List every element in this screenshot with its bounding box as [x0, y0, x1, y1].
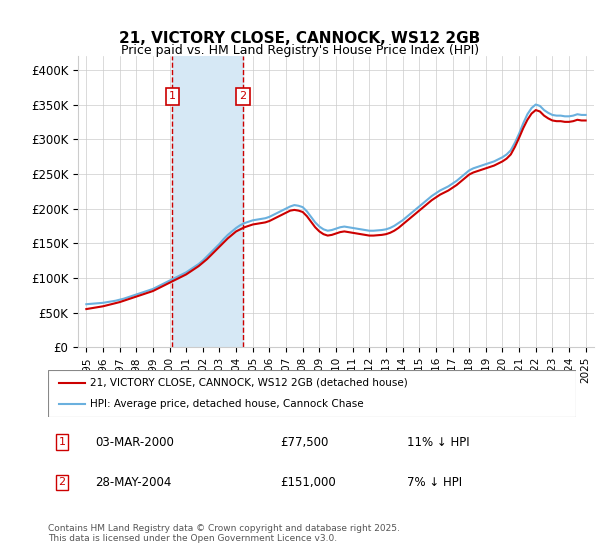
Text: £77,500: £77,500: [280, 436, 329, 449]
Text: HPI: Average price, detached house, Cannock Chase: HPI: Average price, detached house, Cann…: [90, 399, 364, 409]
Bar: [172, 56, 243, 347]
Text: 11% ↓ HPI: 11% ↓ HPI: [407, 436, 470, 449]
Text: 28-MAY-2004: 28-MAY-2004: [95, 476, 172, 489]
Text: 2: 2: [239, 91, 247, 101]
Text: 7% ↓ HPI: 7% ↓ HPI: [407, 476, 462, 489]
Text: Contains HM Land Registry data © Crown copyright and database right 2025.
This d: Contains HM Land Registry data © Crown c…: [48, 524, 400, 543]
Text: £151,000: £151,000: [280, 476, 336, 489]
Text: 21, VICTORY CLOSE, CANNOCK, WS12 2GB: 21, VICTORY CLOSE, CANNOCK, WS12 2GB: [119, 31, 481, 46]
FancyBboxPatch shape: [48, 370, 576, 417]
Text: 1: 1: [169, 91, 176, 101]
Text: 03-MAR-2000: 03-MAR-2000: [95, 436, 175, 449]
Text: 2: 2: [59, 477, 65, 487]
Text: 1: 1: [59, 437, 65, 447]
Text: Price paid vs. HM Land Registry's House Price Index (HPI): Price paid vs. HM Land Registry's House …: [121, 44, 479, 57]
Text: 21, VICTORY CLOSE, CANNOCK, WS12 2GB (detached house): 21, VICTORY CLOSE, CANNOCK, WS12 2GB (de…: [90, 378, 408, 388]
